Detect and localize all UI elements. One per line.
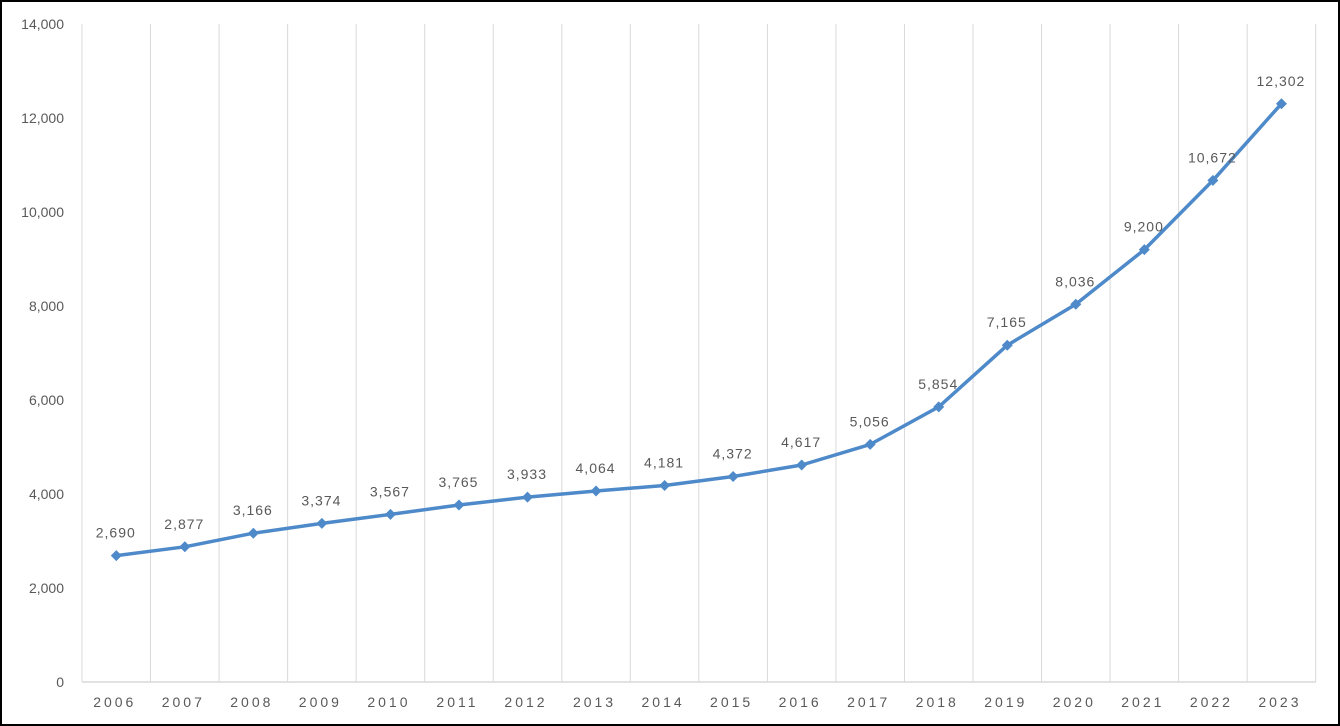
data-point-marker [933,401,945,413]
data-point-label: 5,056 [850,413,890,429]
data-point-marker [522,491,534,503]
x-axis-tick-label: 2018 [916,694,959,710]
data-point-marker [316,517,328,529]
x-axis-tick-label: 2019 [984,694,1027,710]
data-point-label: 4,372 [713,446,753,462]
x-axis-tick-label: 2014 [642,694,685,710]
data-point-label: 12,302 [1257,73,1306,89]
x-axis-tick-label: 2012 [504,694,547,710]
data-point-marker [453,499,465,511]
x-axis-tick-label: 2013 [573,694,616,710]
data-point-marker [1207,174,1219,186]
y-axis-tick-label: 14,000 [21,16,64,32]
y-axis-tick-label: 6,000 [29,392,64,408]
data-point-marker [659,479,671,491]
data-point-marker [1275,98,1287,110]
data-point-label: 2,877 [164,516,204,532]
data-point-label: 3,933 [507,466,547,482]
data-point-marker [1138,244,1150,256]
data-point-marker [796,459,808,471]
x-axis-tick-label: 2011 [436,694,478,710]
y-axis-tick-label: 4,000 [29,486,64,502]
x-axis-tick-label: 2008 [230,694,273,710]
y-axis-tick-label: 10,000 [21,204,64,220]
data-point-label: 3,166 [233,502,273,518]
data-point-label: 5,854 [918,376,958,392]
x-axis-tick-label: 2009 [299,694,342,710]
y-axis-tick-label: 0 [56,674,64,690]
data-point-label: 7,165 [987,314,1027,330]
x-axis-tick-label: 2021 [1121,694,1164,710]
data-point-label: 3,567 [370,483,410,499]
data-point-label: 9,200 [1124,219,1164,235]
x-axis-tick-label: 2010 [367,694,410,710]
data-point-label: 2,690 [96,525,136,541]
series-line [114,102,1284,558]
x-axis-tick-label: 2023 [1258,694,1301,710]
data-point-marker [1001,339,1013,351]
x-axis-tick-label: 2020 [1053,694,1096,710]
data-point-marker [1070,298,1082,310]
data-point-marker [384,508,396,520]
data-point-label: 10,672 [1188,149,1237,165]
x-axis-tick-label: 2016 [779,694,822,710]
data-point-marker [864,438,876,450]
data-point-label: 3,374 [301,492,341,508]
data-point-label: 4,181 [644,454,684,470]
y-axis-tick-label: 12,000 [21,110,64,126]
x-axis-tick-label: 2015 [710,694,753,710]
data-point-label: 3,765 [438,474,478,490]
data-point-marker [110,550,122,562]
data-point-marker [247,527,259,539]
x-axis-tick-label: 2006 [93,694,136,710]
x-axis-tick-label: 2022 [1190,694,1233,710]
data-point-label: 4,064 [576,460,616,476]
data-point-label: 8,036 [1055,273,1095,289]
x-axis-tick-label: 2007 [162,694,205,710]
data-point-marker [179,541,191,553]
data-point-label: 4,617 [781,434,821,450]
data-point-marker [727,471,739,483]
y-axis-tick-label: 8,000 [29,298,64,314]
data-point-marker [590,485,602,497]
y-axis-tick-label: 2,000 [29,580,64,596]
x-axis-tick-label: 2017 [847,694,890,710]
